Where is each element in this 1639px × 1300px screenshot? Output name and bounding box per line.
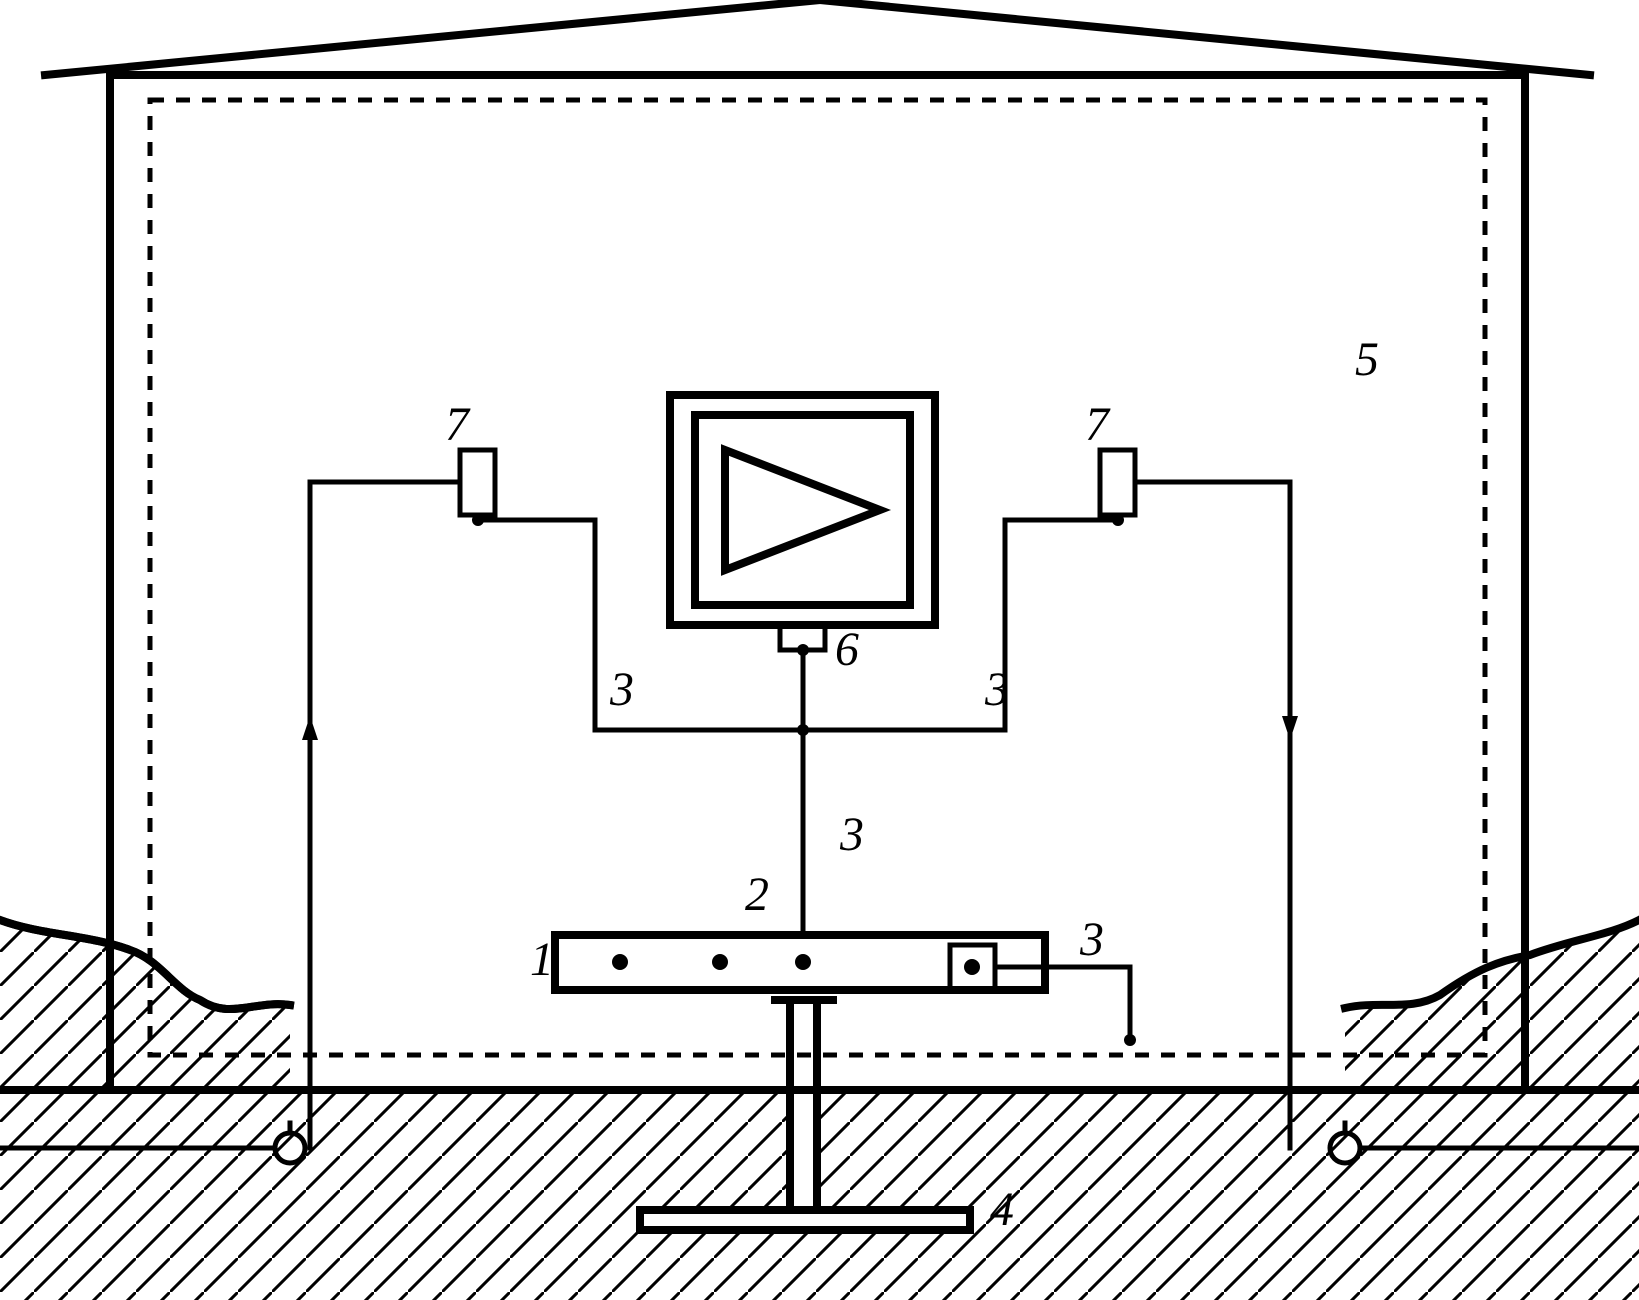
label-4: 4 — [990, 1183, 1014, 1236]
coupler-left — [460, 450, 495, 526]
label-3: 3 — [1079, 913, 1104, 966]
distribution-box — [555, 935, 1045, 990]
amplifier — [670, 395, 935, 656]
label-7: 7 — [445, 398, 471, 451]
shielded-enclosure — [150, 100, 1485, 1055]
label-3: 3 — [984, 663, 1009, 716]
label-6: 6 — [835, 623, 859, 676]
roof — [45, 0, 1590, 75]
label-5: 5 — [1355, 333, 1379, 386]
label-1: 1 — [530, 933, 554, 986]
label-7: 7 — [1085, 398, 1111, 451]
label-3: 3 — [609, 663, 634, 716]
coupler-right — [1100, 450, 1135, 526]
label-2: 2 — [745, 868, 769, 921]
schematic-diagram: 1 2 3 3 3 3 4 5 6 7 7 — [0, 0, 1639, 1300]
label-3: 3 — [839, 808, 864, 861]
